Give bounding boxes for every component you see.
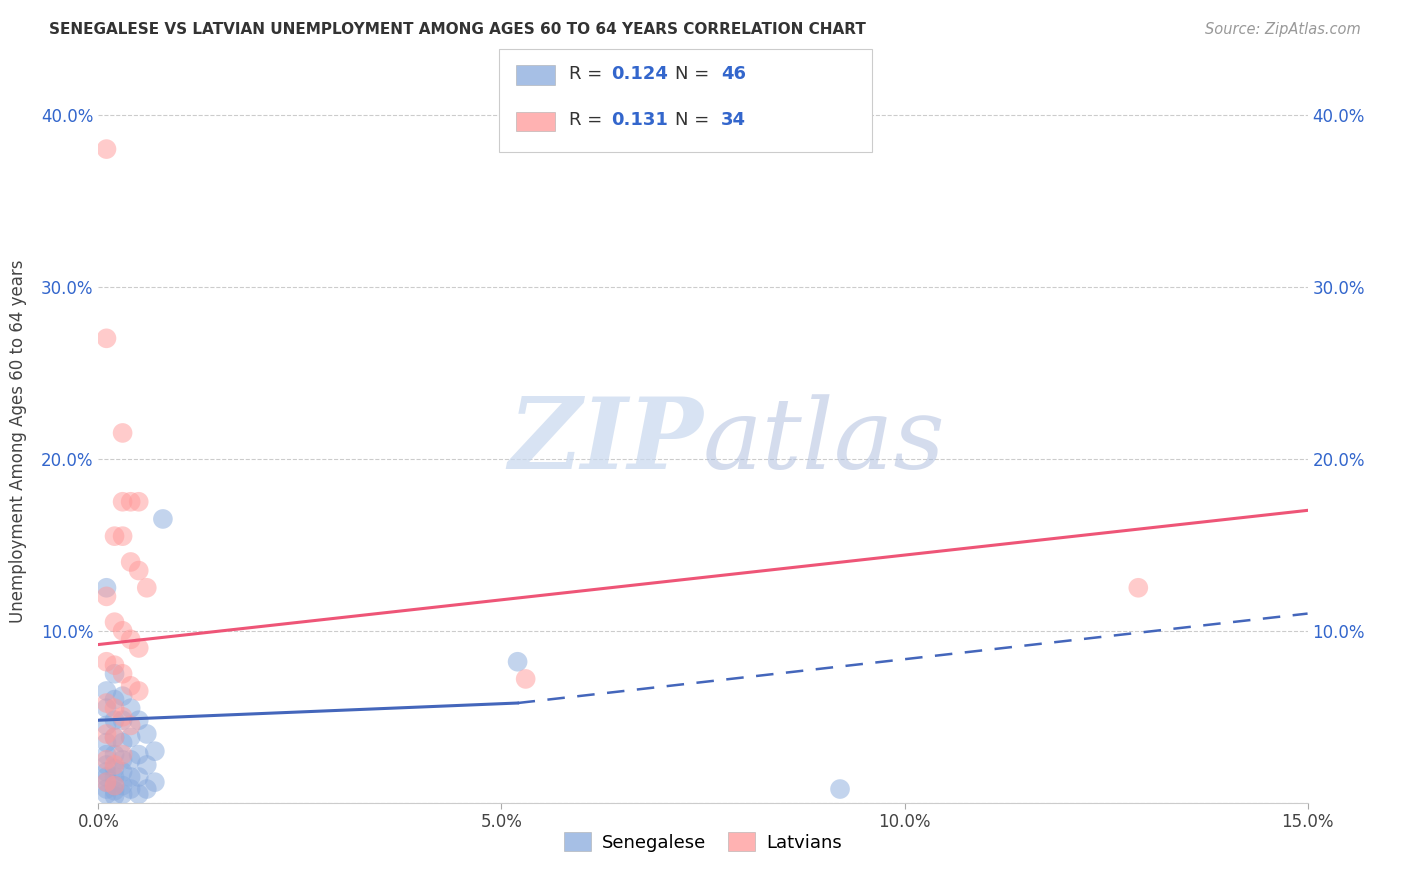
- Senegalese: [103, 731, 125, 745]
- Latvians: [111, 529, 134, 543]
- Senegalese: [120, 753, 142, 767]
- Senegalese: [128, 770, 150, 784]
- Latvians: [103, 529, 125, 543]
- Senegalese: [111, 764, 134, 779]
- Senegalese: [152, 512, 174, 526]
- Senegalese: [111, 753, 134, 767]
- Text: N =: N =: [675, 112, 714, 129]
- Senegalese: [103, 692, 125, 706]
- Senegalese: [96, 735, 118, 749]
- Latvians: [96, 753, 118, 767]
- Senegalese: [96, 747, 118, 762]
- Senegalese: [111, 787, 134, 801]
- Senegalese: [103, 770, 125, 784]
- Senegalese: [120, 770, 142, 784]
- Text: R =: R =: [569, 65, 609, 83]
- Latvians: [120, 494, 142, 508]
- Senegalese: [96, 684, 118, 698]
- Senegalese: [96, 701, 118, 715]
- Senegalese: [96, 764, 118, 779]
- Senegalese: [96, 718, 118, 732]
- Senegalese: [96, 581, 118, 595]
- Senegalese: [143, 775, 166, 789]
- Latvians: [103, 779, 125, 793]
- Text: 0.124: 0.124: [612, 65, 668, 83]
- Senegalese: [135, 727, 157, 741]
- Latvians: [96, 142, 118, 156]
- Latvians: [111, 666, 134, 681]
- Senegalese: [111, 713, 134, 727]
- Latvians: [120, 679, 142, 693]
- Latvians: [111, 494, 134, 508]
- Senegalese: [103, 779, 125, 793]
- Latvians: [103, 731, 125, 745]
- Senegalese: [103, 789, 125, 803]
- Text: SENEGALESE VS LATVIAN UNEMPLOYMENT AMONG AGES 60 TO 64 YEARS CORRELATION CHART: SENEGALESE VS LATVIAN UNEMPLOYMENT AMONG…: [49, 22, 866, 37]
- Latvians: [103, 658, 125, 673]
- Senegalese: [828, 782, 851, 797]
- Latvians: [120, 718, 142, 732]
- Senegalese: [96, 758, 118, 772]
- Text: 34: 34: [721, 112, 747, 129]
- Latvians: [128, 564, 150, 578]
- Senegalese: [96, 787, 118, 801]
- Text: 0.131: 0.131: [612, 112, 668, 129]
- Latvians: [103, 701, 125, 715]
- Text: ZIP: ZIP: [508, 393, 703, 490]
- Senegalese: [111, 689, 134, 703]
- Senegalese: [111, 735, 134, 749]
- Senegalese: [135, 758, 157, 772]
- Latvians: [135, 581, 157, 595]
- Latvians: [96, 727, 118, 741]
- Latvians: [111, 425, 134, 440]
- Latvians: [103, 615, 125, 630]
- Text: N =: N =: [675, 65, 714, 83]
- Senegalese: [96, 775, 118, 789]
- Senegalese: [128, 713, 150, 727]
- Latvians: [128, 640, 150, 655]
- Latvians: [111, 624, 134, 638]
- Senegalese: [120, 731, 142, 745]
- Senegalese: [103, 666, 125, 681]
- Latvians: [111, 747, 134, 762]
- Latvians: [103, 758, 125, 772]
- Latvians: [96, 696, 118, 710]
- Latvians: [515, 672, 537, 686]
- Senegalese: [96, 770, 118, 784]
- Senegalese: [506, 655, 529, 669]
- Senegalese: [96, 782, 118, 797]
- Legend: Senegalese, Latvians: Senegalese, Latvians: [557, 825, 849, 859]
- Senegalese: [103, 747, 125, 762]
- Senegalese: [120, 782, 142, 797]
- Senegalese: [103, 784, 125, 798]
- Senegalese: [103, 761, 125, 775]
- Senegalese: [103, 713, 125, 727]
- Senegalese: [128, 787, 150, 801]
- Latvians: [111, 710, 134, 724]
- Latvians: [120, 632, 142, 647]
- Text: 46: 46: [721, 65, 747, 83]
- Y-axis label: Unemployment Among Ages 60 to 64 years: Unemployment Among Ages 60 to 64 years: [10, 260, 27, 624]
- Latvians: [120, 555, 142, 569]
- Senegalese: [135, 782, 157, 797]
- Latvians: [1128, 581, 1150, 595]
- Latvians: [96, 590, 118, 604]
- Latvians: [96, 655, 118, 669]
- Text: R =: R =: [569, 112, 614, 129]
- Text: Source: ZipAtlas.com: Source: ZipAtlas.com: [1205, 22, 1361, 37]
- Senegalese: [120, 701, 142, 715]
- Latvians: [128, 494, 150, 508]
- Senegalese: [111, 779, 134, 793]
- Latvians: [128, 684, 150, 698]
- Senegalese: [143, 744, 166, 758]
- Latvians: [96, 331, 118, 345]
- Text: atlas: atlas: [703, 394, 946, 489]
- Latvians: [96, 775, 118, 789]
- Senegalese: [128, 747, 150, 762]
